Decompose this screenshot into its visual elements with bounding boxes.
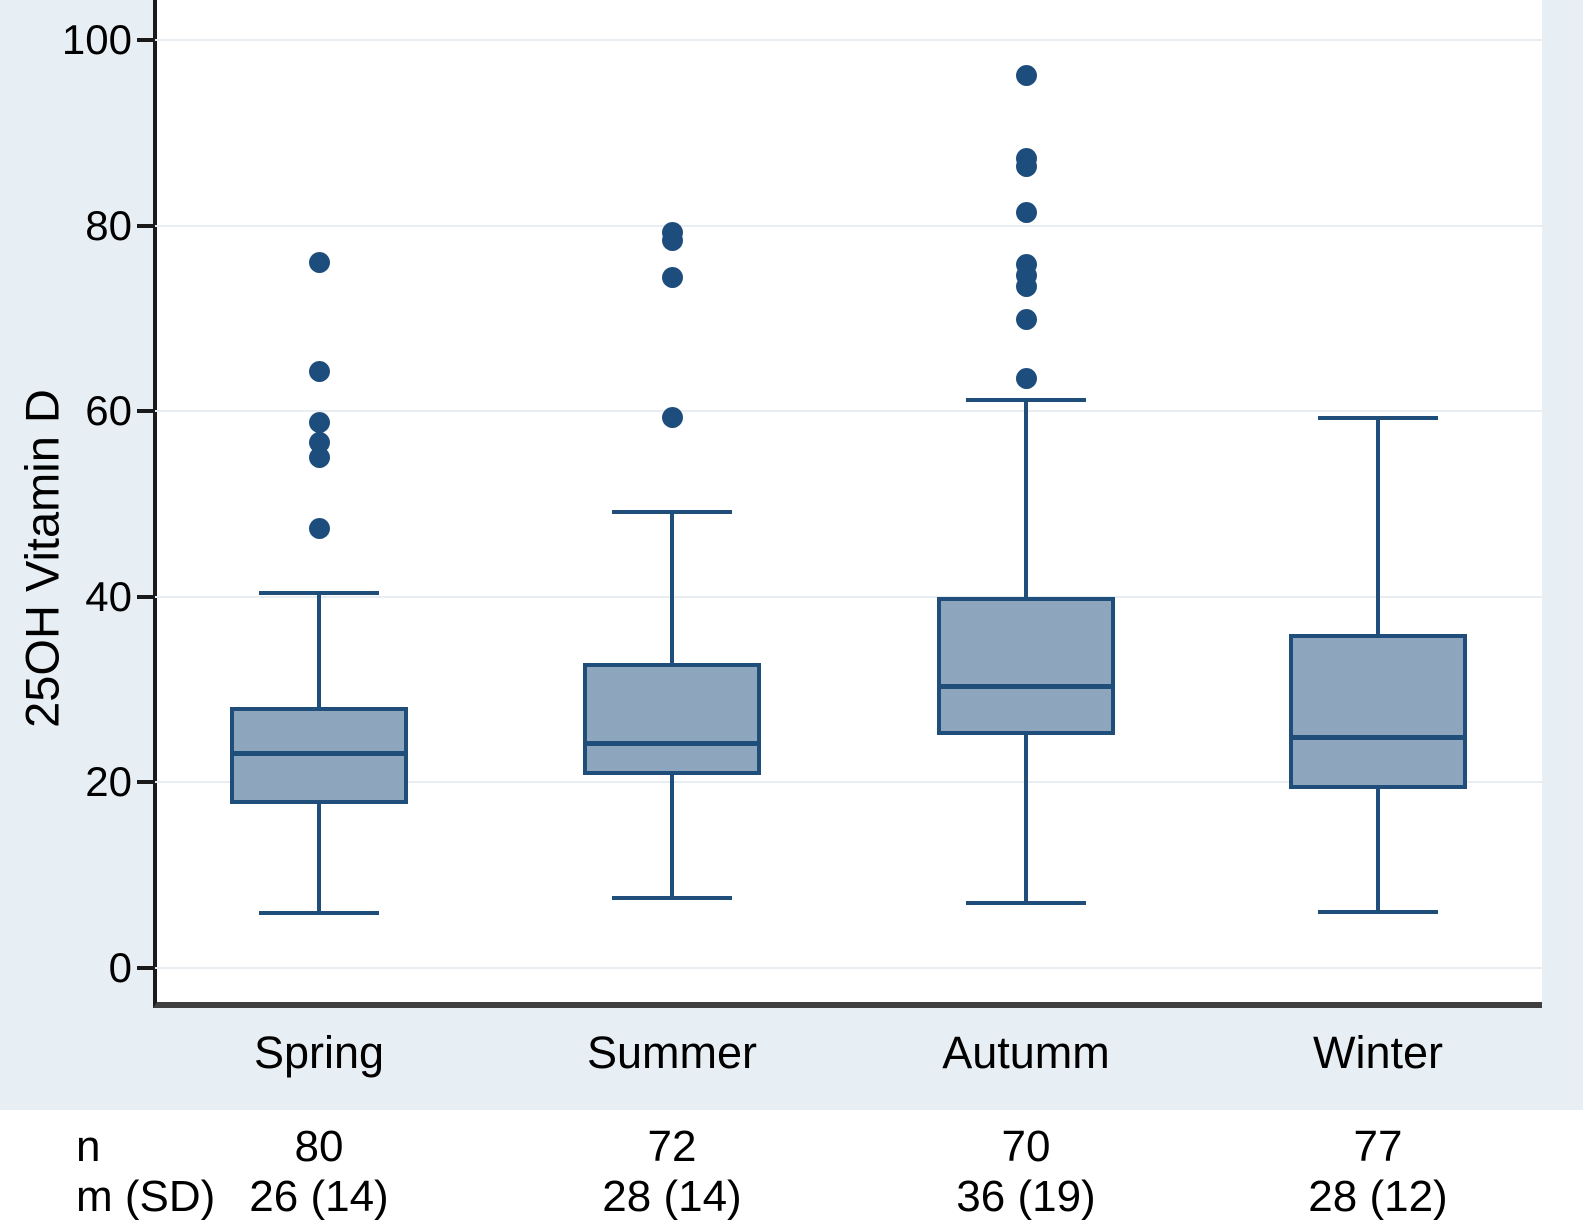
outlier-dot [1015, 202, 1037, 224]
outlier-dot [308, 447, 330, 469]
outlier-dot [661, 221, 683, 243]
iqr-box [937, 596, 1115, 735]
y-gridline [155, 781, 1542, 784]
upper-whisker-cap [966, 398, 1086, 403]
y-gridline [155, 224, 1542, 227]
median-line [583, 740, 761, 746]
outlier-dot [308, 432, 330, 454]
outlier-dot [1015, 308, 1037, 330]
y-gridline [155, 39, 1542, 42]
upper-whisker-line [670, 512, 674, 663]
table-cell-value: 72 [647, 1122, 697, 1171]
y-tick-label: 20 [85, 758, 132, 806]
table-cell-value: 28 (14) [602, 1172, 742, 1221]
upper-whisker-cap [1318, 415, 1438, 420]
outlier-dot [308, 411, 330, 433]
table-cell-value: 80 [294, 1122, 344, 1171]
lower-whisker-cap [259, 910, 379, 915]
plot-area [153, 0, 1542, 1008]
outlier-dot [661, 267, 683, 289]
y-tick-mark [137, 38, 153, 43]
y-axis-title: 25OH Vitamin D [15, 389, 69, 728]
table-cell-value: 70 [1001, 1122, 1051, 1171]
upper-whisker-line [317, 593, 321, 708]
outlier-dot [1015, 64, 1037, 86]
x-axis-category-label: Spring [253, 1027, 385, 1078]
upper-whisker-line [1376, 417, 1380, 634]
outlier-dot [308, 360, 330, 382]
lower-whisker-line [1376, 788, 1380, 913]
x-axis-category-label: Autumm [942, 1027, 1110, 1078]
table-cell-value: 28 (12) [1308, 1172, 1448, 1221]
outlier-dot [308, 517, 330, 539]
lower-whisker-cap [1318, 910, 1438, 915]
upper-whisker-line [1024, 400, 1028, 597]
y-tick-label: 0 [108, 943, 132, 991]
iqr-box [583, 662, 761, 775]
median-line [230, 750, 408, 756]
lower-whisker-line [1024, 734, 1028, 903]
lower-whisker-line [317, 804, 321, 913]
upper-whisker-cap [259, 591, 379, 595]
y-tick-label: 100 [61, 16, 132, 64]
table-row-label: n [76, 1122, 101, 1171]
y-tick-mark [137, 223, 153, 228]
lower-whisker-cap [612, 896, 732, 901]
y-tick-mark [137, 780, 153, 785]
outlier-dot [1015, 254, 1037, 276]
table-cell-value: 36 (19) [956, 1172, 1096, 1221]
y-gridline [155, 595, 1542, 598]
outlier-dot [308, 252, 330, 274]
iqr-box [1289, 633, 1467, 789]
y-tick-label: 40 [85, 572, 132, 620]
lower-whisker-line [670, 774, 674, 899]
outlier-dot [661, 407, 683, 429]
y-tick-mark [137, 965, 153, 970]
upper-whisker-cap [612, 510, 732, 515]
outlier-dot [1015, 368, 1037, 390]
x-axis-category-label: Summer [586, 1027, 758, 1078]
y-tick-label: 80 [85, 201, 132, 249]
table-row-label: m (SD) [76, 1172, 216, 1221]
lower-whisker-cap [966, 900, 1086, 905]
median-line [1289, 735, 1467, 741]
y-gridline [155, 966, 1542, 969]
y-tick-mark [137, 594, 153, 599]
y-tick-mark [137, 409, 153, 414]
table-cell-value: 26 (14) [249, 1172, 389, 1221]
x-axis-category-label: Winter [1312, 1027, 1443, 1078]
outlier-dot [1015, 147, 1037, 169]
y-tick-label: 60 [85, 387, 132, 435]
median-line [937, 684, 1115, 690]
table-cell-value: 77 [1353, 1122, 1403, 1171]
y-gridline [155, 410, 1542, 413]
